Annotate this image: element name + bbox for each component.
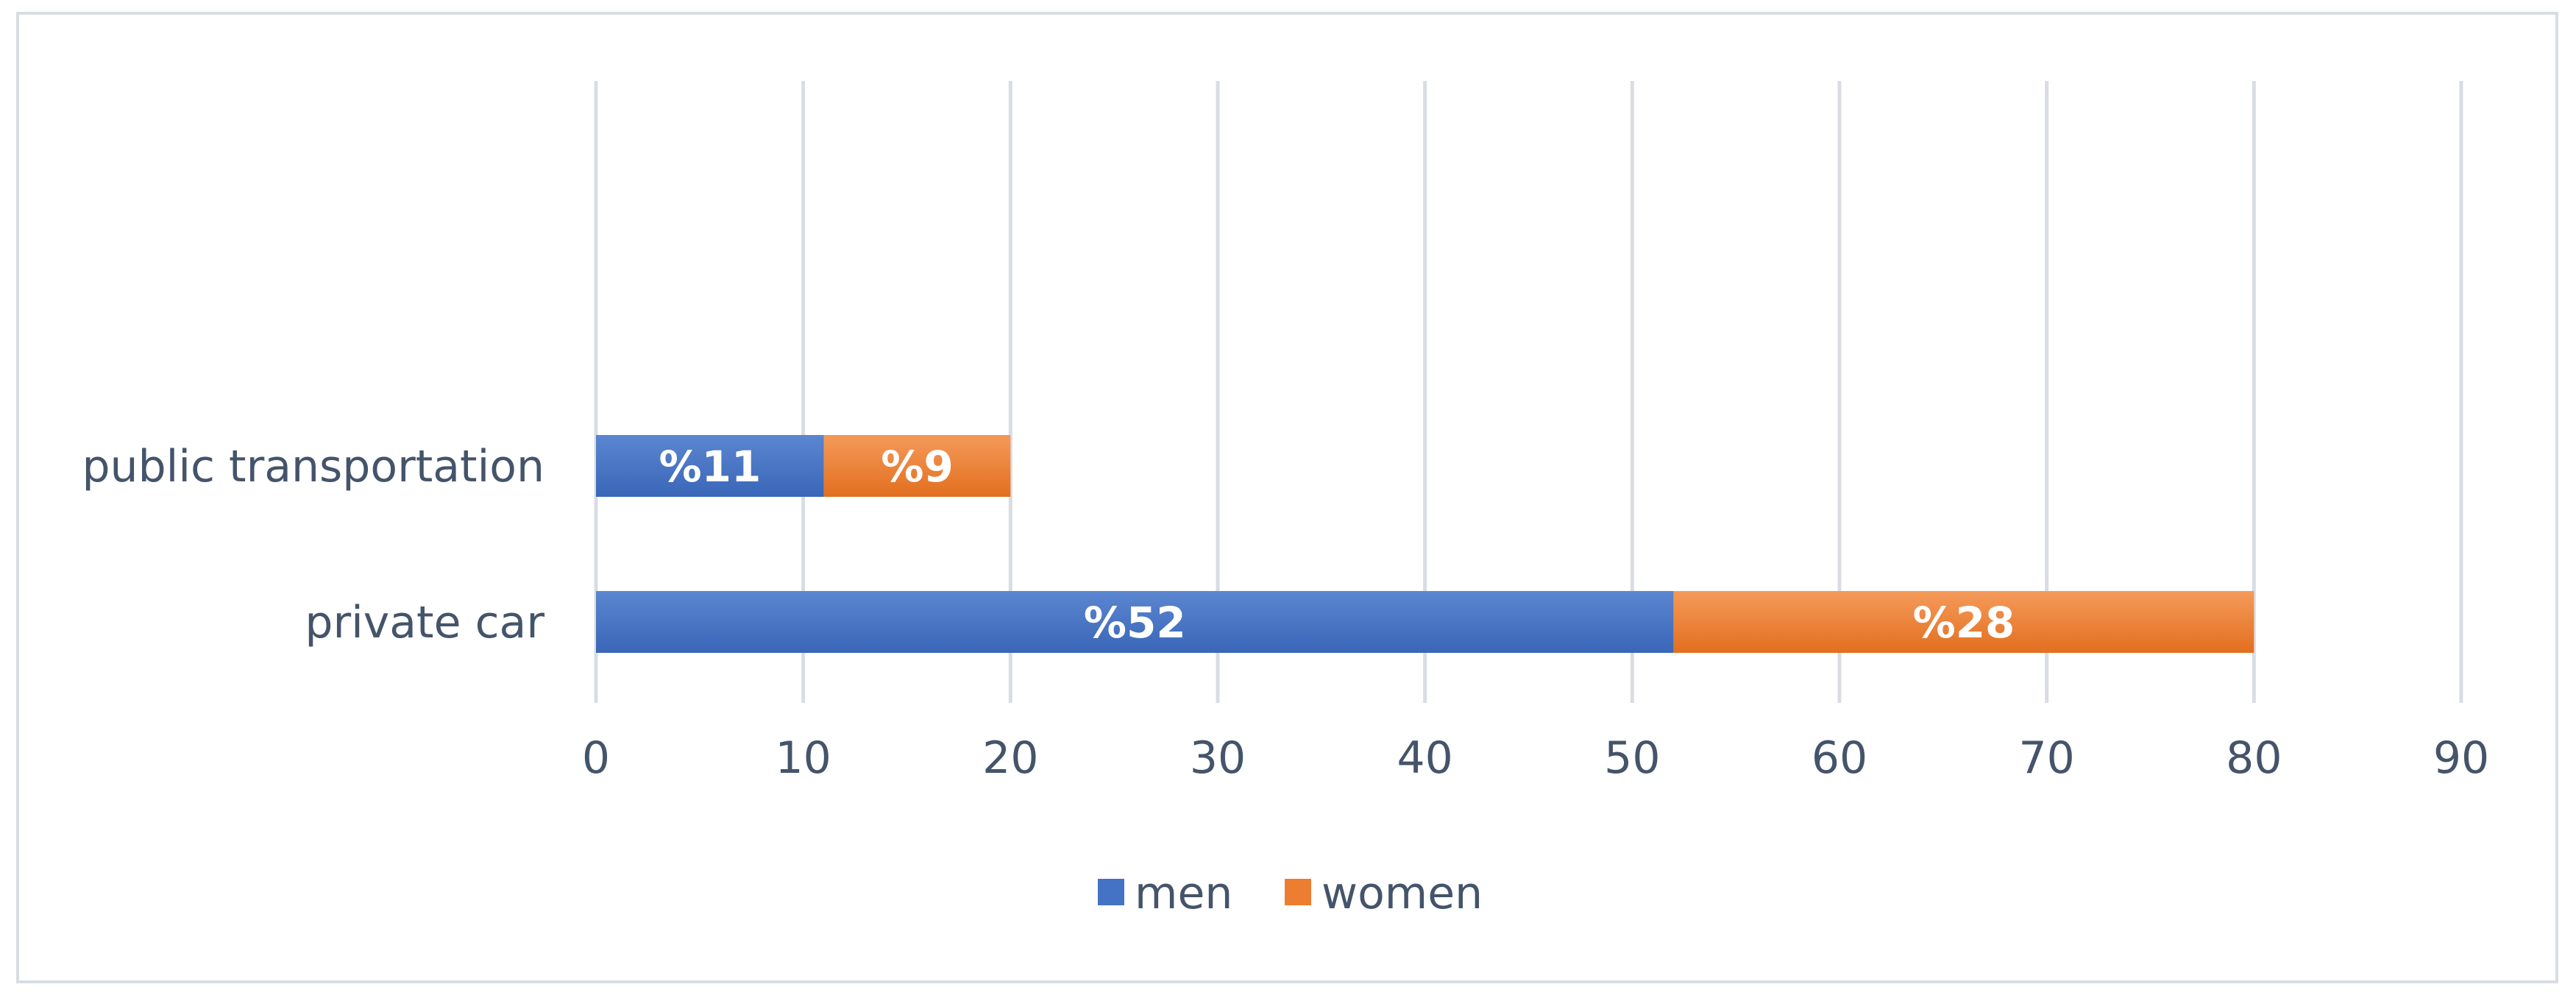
x-tick-label: 30 (1190, 732, 1246, 784)
legend-label: men (1135, 868, 1232, 919)
category-label: public transportation (82, 441, 544, 492)
bars: %11 %9 %52 %28 (596, 435, 2254, 653)
x-tick-label: 80 (2226, 732, 2282, 784)
x-axis-tick-labels: 0 10 20 30 40 50 60 70 80 90 (582, 732, 2489, 784)
x-tick-label: 0 (582, 732, 610, 784)
x-tick-label: 60 (1812, 732, 1867, 784)
legend: men women (1098, 868, 1483, 919)
legend-swatch-women (1285, 879, 1311, 905)
x-tick-label: 70 (2018, 732, 2074, 784)
bar-women (1673, 591, 2254, 653)
bar-men (596, 591, 1674, 653)
x-tick-label: 40 (1397, 732, 1452, 784)
category-label: private car (305, 597, 544, 648)
bar-women (823, 435, 1011, 497)
category-labels: public transportation private car (82, 441, 544, 648)
bar-men (596, 435, 824, 497)
x-tick-label: 10 (775, 732, 831, 784)
x-tick-label: 50 (1604, 732, 1660, 784)
x-tick-label: 20 (982, 732, 1038, 784)
data-label: %52 (1084, 598, 1186, 648)
legend-label: women (1321, 868, 1483, 919)
legend-swatch-men (1098, 879, 1124, 905)
chart-frame (16, 12, 2558, 983)
data-label: %9 (881, 442, 953, 492)
data-label: %28 (1913, 598, 2015, 648)
data-label: %11 (659, 442, 762, 492)
x-tick-label: 90 (2433, 732, 2489, 784)
